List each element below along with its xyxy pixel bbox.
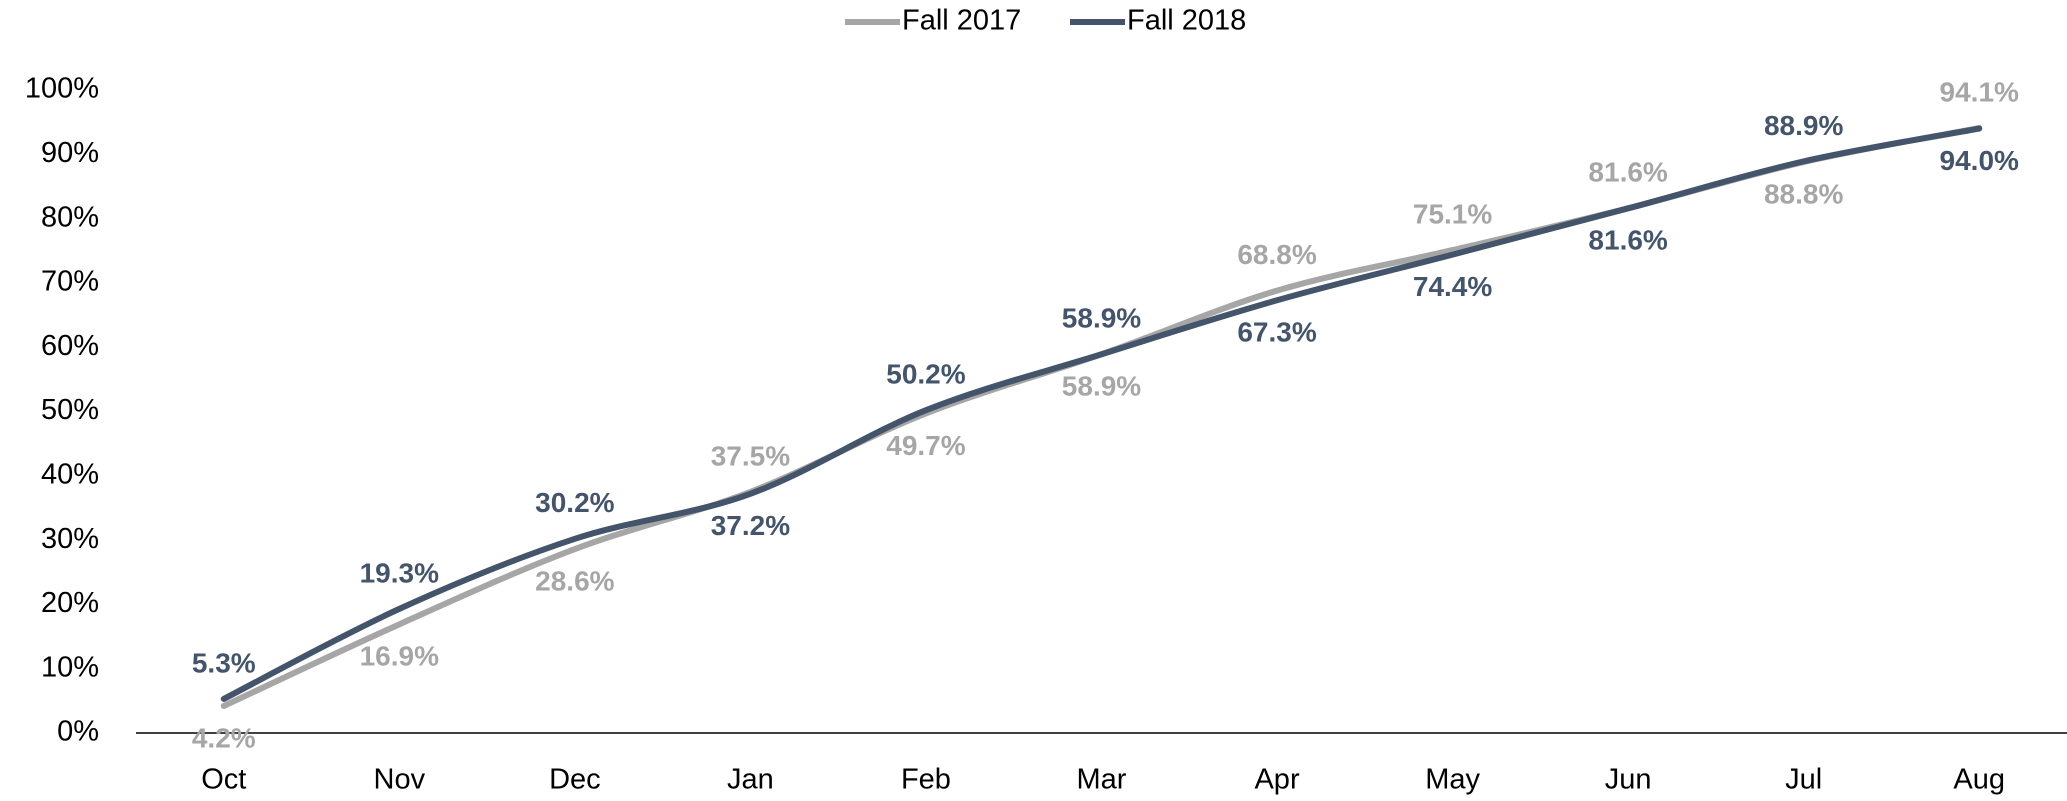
x-tick-label: Feb <box>901 764 951 796</box>
data-label: 58.9% <box>1062 303 1141 334</box>
data-label: 58.9% <box>1062 371 1141 402</box>
x-tick-label: Nov <box>374 764 426 796</box>
y-tick-label: 50% <box>41 394 99 426</box>
y-tick-label: 10% <box>41 651 99 683</box>
data-label: 67.3% <box>1237 317 1316 348</box>
x-tick-label: Dec <box>549 764 601 796</box>
data-label: 4.2% <box>192 722 256 753</box>
y-tick-label: 0% <box>57 716 99 748</box>
y-tick-label: 80% <box>41 201 99 233</box>
x-tick-label: Jul <box>1785 764 1822 796</box>
data-label: 37.2% <box>711 510 790 541</box>
y-tick-label: 60% <box>41 330 99 362</box>
data-label: 5.3% <box>192 647 256 678</box>
data-label: 75.1% <box>1413 198 1492 229</box>
data-label: 88.9% <box>1764 110 1843 141</box>
x-tick-label: Jan <box>727 764 774 796</box>
x-tick-label: Jun <box>1605 764 1652 796</box>
data-label: 37.5% <box>711 440 790 471</box>
x-tick-label: Oct <box>201 764 246 796</box>
data-label: 94.1% <box>1940 76 2019 107</box>
data-label: 68.8% <box>1237 239 1316 270</box>
x-tick-label: Apr <box>1254 764 1299 796</box>
legend-label: Fall 2018 <box>1127 5 1246 37</box>
data-label: 19.3% <box>360 557 439 588</box>
data-label: 16.9% <box>360 641 439 672</box>
y-tick-label: 90% <box>41 137 99 169</box>
data-label: 74.4% <box>1413 271 1492 302</box>
data-label: 28.6% <box>535 565 614 596</box>
data-label: 30.2% <box>535 487 614 518</box>
data-label: 94.0% <box>1940 145 2019 176</box>
y-tick-label: 70% <box>41 266 99 298</box>
data-label: 88.8% <box>1764 178 1843 209</box>
data-label: 81.6% <box>1588 225 1667 256</box>
x-tick-label: Mar <box>1077 764 1127 796</box>
series-line <box>220 125 1983 702</box>
x-tick-label: Aug <box>1953 764 2005 796</box>
legend-label: Fall 2017 <box>902 5 1021 37</box>
y-tick-label: 100% <box>25 73 99 105</box>
y-tick-label: 30% <box>41 523 99 555</box>
data-label: 50.2% <box>886 359 965 390</box>
y-tick-label: 20% <box>41 587 99 619</box>
series-line <box>220 124 1983 709</box>
data-label: 81.6% <box>1588 157 1667 188</box>
data-label: 49.7% <box>886 430 965 461</box>
y-tick-label: 40% <box>41 458 99 490</box>
x-tick-label: May <box>1425 764 1480 796</box>
